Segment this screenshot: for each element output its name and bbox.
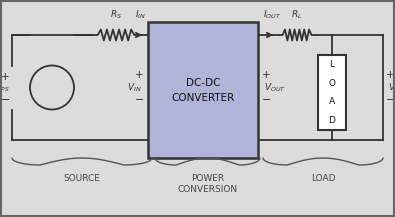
Text: LOAD: LOAD	[311, 174, 335, 183]
Text: D: D	[329, 116, 335, 125]
Text: CONVERTER: CONVERTER	[171, 93, 235, 103]
Text: $R_L$: $R_L$	[291, 8, 303, 21]
Text: POWER
CONVERSION: POWER CONVERSION	[177, 174, 237, 194]
Bar	[318, 55, 346, 130]
Text: +: +	[386, 71, 395, 81]
Text: $V_{IN}$: $V_{IN}$	[128, 81, 142, 94]
Text: L: L	[329, 60, 335, 69]
Text: SOURCE: SOURCE	[64, 174, 100, 183]
Text: $V_L$: $V_L$	[388, 81, 395, 94]
Text: −: −	[262, 94, 271, 105]
Text: $R_S$: $R_S$	[110, 8, 122, 21]
Text: $I_{IN}$: $I_{IN}$	[135, 8, 147, 21]
Text: −: −	[386, 94, 395, 105]
Text: +: +	[262, 71, 271, 81]
Text: +: +	[135, 71, 144, 81]
Text: $V_{PS}$: $V_{PS}$	[0, 81, 10, 94]
Text: A: A	[329, 97, 335, 106]
Text: −: −	[135, 94, 144, 105]
Bar	[148, 22, 258, 158]
Text: DC-DC: DC-DC	[186, 78, 220, 88]
Text: −: −	[1, 94, 10, 105]
Text: O: O	[329, 79, 335, 88]
Text: $V_{OUT}$: $V_{OUT}$	[264, 81, 286, 94]
Text: +: +	[1, 72, 10, 82]
Text: $I_{OUT}$: $I_{OUT}$	[263, 8, 281, 21]
